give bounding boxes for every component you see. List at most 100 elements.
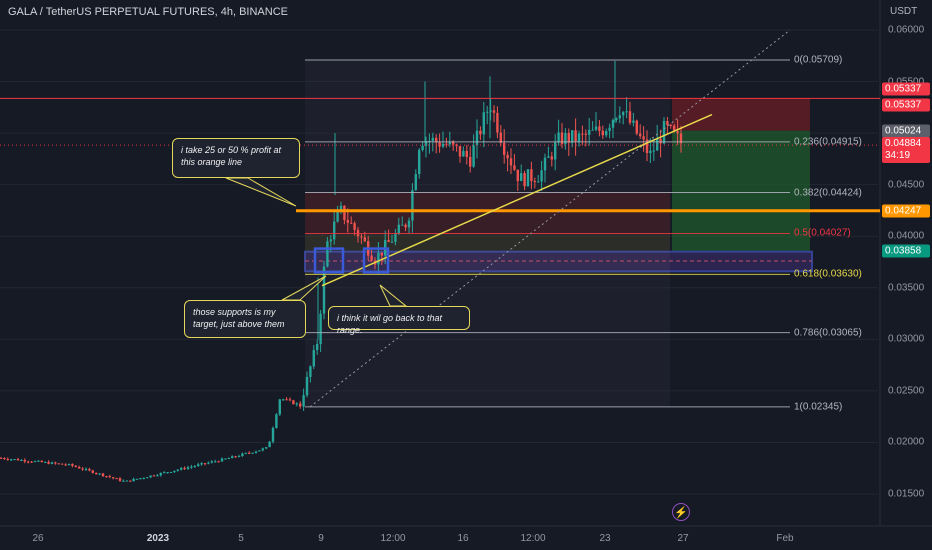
candle-body [336, 211, 339, 222]
candle-body [333, 221, 336, 240]
candle-body [217, 461, 220, 463]
candle-body [71, 464, 74, 466]
candle-body [122, 480, 125, 482]
candle-body [57, 463, 60, 465]
candle-body [16, 459, 20, 461]
fib-level-label: 0.382(0.04424) [794, 187, 862, 198]
candle-body [200, 463, 203, 465]
candle-body [503, 142, 506, 155]
candle-body [615, 118, 618, 120]
candle-body [676, 131, 679, 134]
candle-body [608, 127, 611, 132]
candle-body [642, 136, 645, 140]
candle-body [268, 441, 271, 448]
candle-body [584, 133, 587, 135]
fib-level-label: 1(0.02345) [794, 401, 843, 413]
badge-stop-bottom: 0.05337 [882, 98, 930, 112]
candle-body [6, 458, 9, 460]
position-risk-zone [672, 98, 810, 131]
badge-target: 0.03858 [882, 244, 930, 258]
candle-body [343, 205, 346, 220]
candle-body [639, 133, 642, 137]
candle-body [540, 170, 543, 182]
candle-body [418, 150, 421, 175]
candle-body [275, 414, 278, 428]
candle-body [339, 205, 343, 212]
candle-body [329, 239, 332, 242]
flash-event-icon[interactable]: ⚡ [672, 503, 690, 521]
candle-body [254, 451, 258, 453]
candle-body [574, 130, 577, 142]
candle-body [214, 461, 217, 463]
candle-body [499, 132, 502, 143]
candle-body [227, 458, 230, 460]
candle-body [139, 478, 142, 480]
candle-body [64, 464, 67, 466]
candle-body [601, 130, 604, 136]
candle-body [394, 233, 397, 242]
candle-body [27, 461, 30, 463]
candle-body [679, 133, 683, 144]
candle-body [662, 121, 666, 144]
candle-body [523, 173, 526, 187]
candle-body [146, 477, 149, 479]
candle-body [278, 399, 281, 415]
candle-body [224, 458, 227, 460]
fib-level-label: 0(0.05709) [794, 54, 843, 66]
candle-body [472, 145, 475, 167]
candle-body [10, 459, 13, 461]
candle-body [163, 472, 166, 474]
note-profit[interactable]: i take 25 or 50 % profit at this orange … [172, 138, 300, 178]
price-tick: 0.04500 [888, 179, 925, 191]
candle-body [282, 399, 285, 401]
candle-body [23, 459, 26, 462]
candle-body [234, 456, 237, 458]
candle-body [380, 252, 383, 256]
candle-body [44, 461, 47, 463]
candle-body [326, 241, 329, 267]
candle-body [312, 349, 315, 367]
candle-body [47, 461, 50, 464]
candle-body [404, 224, 407, 228]
candle-body [244, 452, 247, 454]
price-tick: 0.03000 [888, 333, 925, 345]
candle-body [560, 132, 564, 145]
candle-body [13, 459, 16, 461]
price-tick: 0.05500 [888, 76, 925, 88]
candle-body [401, 224, 404, 226]
candle-body [622, 112, 625, 116]
price-tick: 0.04000 [888, 230, 925, 242]
badge-stop-top: 0.05337 [882, 82, 930, 96]
candle-body [390, 241, 394, 243]
candle-body [220, 458, 224, 462]
candle-body [180, 467, 183, 470]
candle-body [88, 468, 91, 471]
chart-title: GALA / TetherUS PERPETUAL FUTURES, 4h, B… [8, 6, 288, 18]
candle-body [526, 169, 530, 187]
time-tick: 12:00 [380, 533, 406, 544]
candle-body [78, 466, 81, 469]
fib-level-label: 0.618(0.03630) [794, 268, 862, 280]
candle-body [407, 220, 411, 228]
candle-body [424, 141, 428, 146]
candle-body [3, 458, 6, 460]
candle-body [591, 129, 594, 131]
candle-body [482, 112, 485, 135]
candle-body [370, 255, 373, 261]
note-range[interactable]: i think it wil go back to that range. [328, 306, 470, 335]
candle-body [669, 124, 672, 126]
candle-body [625, 111, 628, 113]
candle-body [632, 120, 635, 123]
note-supports[interactable]: those supports is my target, just above … [184, 300, 306, 338]
price-tick: 0.06000 [888, 24, 925, 36]
candle-body [149, 475, 152, 478]
candle-body [288, 399, 292, 401]
fib-level-label: 0.236(0.04915) [794, 136, 862, 148]
candle-body [101, 473, 105, 477]
candle-body [112, 477, 115, 479]
candle-body [516, 169, 519, 182]
badge-last-price: 0.04884 34:19 [882, 137, 930, 164]
candle-body [645, 139, 649, 154]
price-tick: 0.02000 [888, 436, 925, 448]
